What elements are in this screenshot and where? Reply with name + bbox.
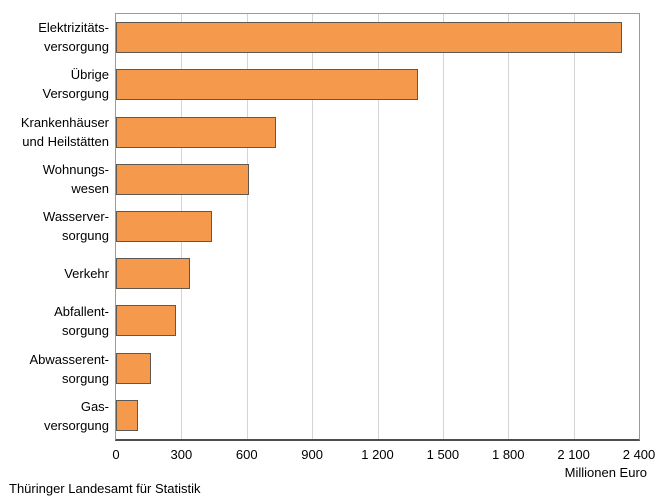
x-tick-label: 1 800	[491, 447, 525, 462]
bar-row	[116, 14, 639, 61]
category-label: Abwasserent-sorgung	[29, 351, 109, 386]
category-label: Übrige Versorgung	[42, 67, 110, 102]
bar	[116, 163, 249, 195]
source-note: Thüringer Landesamt für Statistik	[9, 481, 201, 496]
bar	[116, 352, 151, 384]
x-axis-ticks: 0 300 600 900 1 200 1 500 1 800 2 100 2 400	[112, 447, 655, 463]
category-label: Wasserver-sorgung	[43, 209, 109, 244]
category-labels: Elektrizitäts-versorgung Übrige Versorgung…	[0, 13, 109, 440]
x-tick-label: 1 500	[426, 447, 460, 462]
category-label: Abfallent-sorgung	[54, 304, 109, 339]
bar-row	[116, 156, 639, 203]
x-tick-label: 1 200	[361, 447, 394, 462]
bar	[116, 258, 191, 290]
x-tick-label: 2 400	[622, 447, 656, 462]
x-tick-label: 900	[301, 447, 323, 462]
bar-row	[116, 203, 639, 250]
bar-row	[116, 250, 639, 297]
x-tick-label: 2 100	[557, 447, 590, 462]
bar	[116, 305, 176, 337]
bar-row	[116, 108, 639, 155]
gridline	[573, 14, 575, 439]
category-label: Verkehr	[64, 266, 109, 282]
gridline	[442, 14, 444, 439]
bar-row	[116, 61, 639, 108]
category-label: Elektrizitäts-versorgung	[38, 19, 109, 54]
gridline	[377, 14, 379, 439]
category-label: Wohnungs-wesen	[42, 162, 109, 197]
bar-rows	[116, 14, 639, 439]
category-label: Gas-versorgung	[43, 399, 109, 434]
x-tick-label: 0	[112, 447, 120, 462]
gridline	[312, 14, 314, 439]
x-tick-label: 600	[235, 447, 258, 462]
category-label: Krankenhäuser und Heilstätten	[20, 114, 109, 149]
bar-row	[116, 345, 639, 392]
x-tick-label: 300	[170, 447, 193, 462]
bar	[116, 399, 138, 431]
bar	[116, 22, 622, 54]
plot-area	[115, 13, 640, 441]
bar-row	[116, 297, 639, 344]
gridline	[246, 14, 248, 439]
bar	[116, 116, 277, 148]
gridline	[508, 14, 510, 439]
x-axis-title: Millionen Euro	[564, 465, 647, 480]
bar	[116, 210, 212, 242]
bar-row	[116, 392, 639, 439]
bar	[116, 69, 418, 101]
